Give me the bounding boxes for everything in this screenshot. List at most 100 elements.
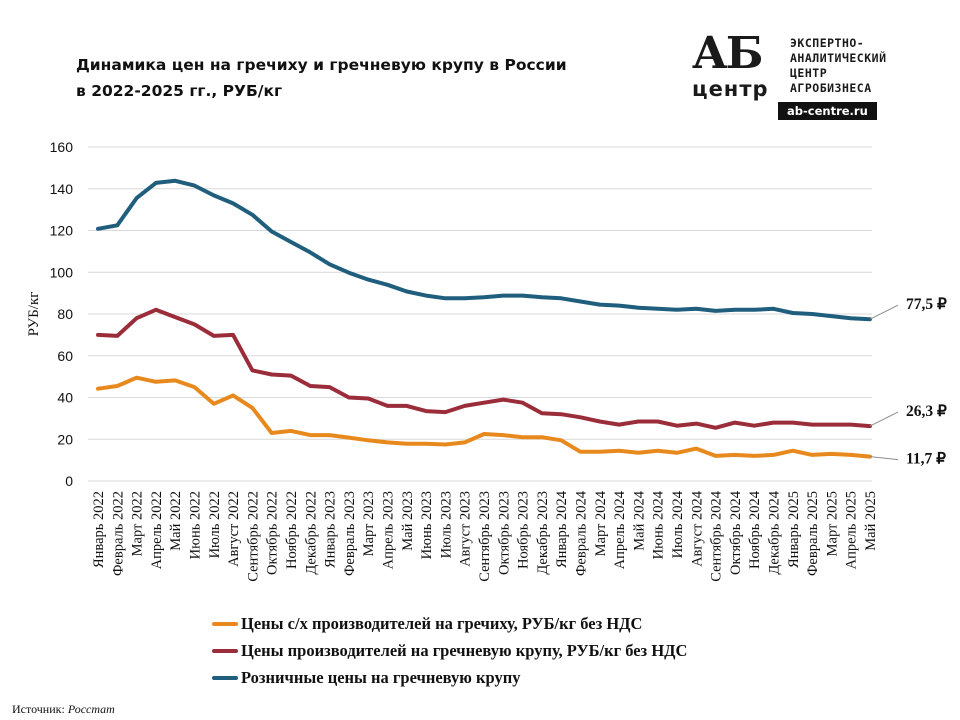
- y-tick-label: 40: [57, 390, 73, 406]
- data-point: [270, 373, 274, 377]
- chart-title-line-2: в 2022-2025 гг., РУБ/кг: [76, 82, 283, 100]
- y-tick-label: 160: [50, 139, 74, 155]
- legend-label: Цены производителей на гречневую крупу, …: [241, 641, 688, 660]
- data-point: [405, 442, 409, 446]
- data-point: [250, 406, 254, 410]
- data-point: [386, 440, 389, 444]
- data-point: [540, 435, 544, 439]
- data-point: [559, 438, 563, 442]
- x-tick-label: Июль 2023: [438, 491, 454, 558]
- end-label-leader: [869, 411, 899, 427]
- data-point: [772, 421, 775, 425]
- data-point: [772, 307, 775, 311]
- data-point: [347, 436, 351, 440]
- data-point: [598, 450, 602, 454]
- x-tick-label: Октябрь 2022: [265, 491, 281, 575]
- data-point: [308, 433, 312, 437]
- data-point: [96, 227, 100, 231]
- data-point: [173, 315, 177, 319]
- x-tick-label: Июнь 2023: [419, 491, 435, 559]
- data-point: [675, 308, 679, 312]
- data-point: [193, 322, 196, 326]
- logo-tagline-line: ЭКСПЕРТНО-: [790, 36, 865, 50]
- data-point: [482, 295, 486, 299]
- data-point: [289, 374, 293, 378]
- data-point: [250, 213, 254, 217]
- x-tick-label: Январь 2024: [554, 490, 570, 568]
- x-tick-label: Август 2022: [226, 491, 242, 567]
- data-point: [849, 316, 853, 320]
- data-point: [656, 420, 660, 424]
- x-tick-label: Декабрь 2022: [303, 491, 319, 575]
- data-point: [424, 409, 428, 413]
- x-tick-label: Июль 2024: [670, 490, 686, 558]
- logo-tagline-line: АНАЛИТИЧЕСКИЙ: [790, 51, 887, 65]
- data-point: [636, 451, 640, 455]
- x-tick-label: Декабрь 2024: [767, 490, 783, 574]
- data-point: [270, 230, 274, 234]
- logo-brand-bottom: центр: [692, 77, 769, 101]
- data-point: [212, 193, 216, 197]
- series-line-0: [96, 375, 872, 459]
- data-point: [443, 410, 447, 414]
- x-tick-label: Июль 2022: [207, 491, 223, 558]
- logo-website: ab-centre.ru: [778, 102, 877, 120]
- data-point: [347, 396, 351, 399]
- data-point: [521, 294, 525, 298]
- data-point: [579, 299, 582, 303]
- data-point: [250, 368, 254, 372]
- data-point: [791, 421, 795, 425]
- y-tick-label: 140: [50, 181, 74, 197]
- x-tick-label: Август 2023: [458, 491, 474, 567]
- x-tick-label: Май 2025: [863, 491, 879, 551]
- data-point: [289, 429, 293, 433]
- y-tick-label: 120: [50, 223, 74, 239]
- data-point: [617, 423, 621, 427]
- x-tick-label: Апрель 2022: [149, 491, 165, 569]
- y-tick-label: 20: [57, 431, 73, 447]
- legend-swatch: [212, 676, 238, 680]
- x-tick-label: Март 2023: [361, 491, 377, 556]
- x-tick-label: Май 2023: [400, 491, 416, 551]
- y-tick-label: 100: [50, 264, 74, 280]
- data-point: [521, 435, 525, 439]
- legend-label: Цены с/х производителей на гречиху, РУБ/…: [241, 614, 643, 633]
- data-point: [810, 453, 814, 457]
- data-point: [714, 426, 718, 430]
- data-point: [231, 393, 235, 397]
- x-tick-label: Февраль 2023: [342, 491, 358, 576]
- x-tick-label: Май 2022: [168, 491, 184, 551]
- data-point: [386, 404, 389, 408]
- data-point: [173, 378, 177, 382]
- data-point: [598, 303, 602, 307]
- data-point: [328, 262, 332, 266]
- source-note: Источник: Росстат: [12, 702, 115, 717]
- data-point: [366, 278, 370, 282]
- source-name: Росстат: [67, 702, 115, 716]
- source-label: Источник:: [12, 702, 65, 716]
- data-point: [501, 398, 505, 402]
- data-point: [617, 449, 621, 453]
- data-point: [193, 385, 196, 389]
- data-point: [694, 447, 698, 451]
- data-point: [598, 420, 602, 424]
- legend-swatch: [212, 622, 238, 626]
- x-tick-label: Апрель 2024: [612, 490, 628, 569]
- data-point: [366, 397, 370, 401]
- x-tick-label: Июнь 2024: [651, 490, 667, 559]
- data-point: [829, 452, 833, 456]
- data-point: [135, 316, 139, 320]
- x-tick-label: Февраль 2022: [110, 491, 126, 576]
- logo-tagline: ЭКСПЕРТНО- АНАЛИТИЧЕСКИЙ ЦЕНТР АГРОБИЗНЕ…: [790, 36, 887, 96]
- data-point: [829, 423, 833, 427]
- x-tick-label: Март 2024: [593, 490, 609, 556]
- data-point: [443, 442, 447, 446]
- data-point: [366, 438, 370, 442]
- data-point: [270, 431, 274, 435]
- data-point: [115, 223, 119, 227]
- legend-swatch: [212, 649, 238, 653]
- data-point: [559, 412, 563, 416]
- data-point: [96, 333, 100, 337]
- y-tick-label: 80: [57, 306, 73, 322]
- x-tick-label: Сентябрь 2024: [709, 490, 725, 581]
